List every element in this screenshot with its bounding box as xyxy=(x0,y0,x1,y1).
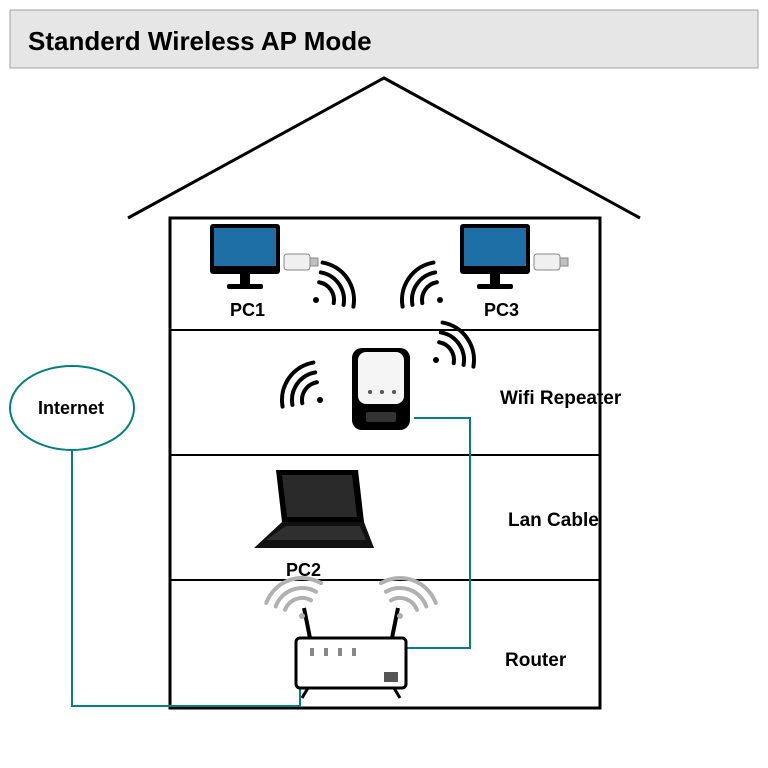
lan-cable-label: Lan Cable xyxy=(508,510,599,532)
diagram-canvas: Standerd Wireless AP Mode Internet PC1 P… xyxy=(0,0,768,768)
main-svg xyxy=(0,0,768,768)
pc1-label: PC1 xyxy=(230,300,265,321)
router-label: Router xyxy=(505,650,566,672)
pc2-label: PC2 xyxy=(286,560,321,581)
pc3-label: PC3 xyxy=(484,300,519,321)
internet-label: Internet xyxy=(38,398,104,419)
repeater-label: Wifi Repeater xyxy=(500,388,621,410)
